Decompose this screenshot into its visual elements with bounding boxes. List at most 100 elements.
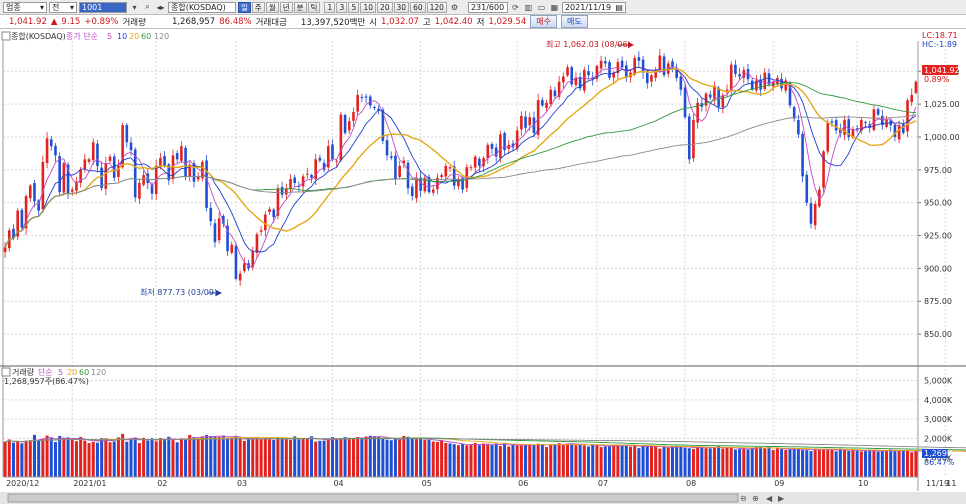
candle <box>763 68 767 92</box>
volume-bar <box>830 449 834 477</box>
volume-bar <box>398 439 402 477</box>
legend-checkbox-icon[interactable] <box>1 31 11 41</box>
period-tab-4[interactable]: 분 <box>293 1 307 13</box>
volume-bar <box>339 439 343 477</box>
minute-button-120[interactable]: 120 <box>426 1 447 13</box>
volume-bar <box>368 435 372 477</box>
settings-icon[interactable]: ⚙ <box>450 2 459 12</box>
candle <box>222 214 225 228</box>
minute-button-60[interactable]: 60 <box>410 1 426 13</box>
volume-bar <box>691 449 695 477</box>
volume-bar <box>377 436 381 477</box>
candle <box>20 208 24 231</box>
period-tab-0[interactable]: 일 <box>238 1 251 13</box>
buy-button[interactable]: 매수 <box>530 15 558 28</box>
volume-bar <box>893 450 897 477</box>
candle <box>125 122 129 148</box>
volume-tick-label: 5,000K <box>924 377 953 386</box>
price-change: 9.15 <box>61 16 81 27</box>
sell-button[interactable]: 매도 <box>561 15 588 28</box>
volume-legend-ma-label: 단순 <box>38 367 53 377</box>
type-select[interactable]: 전 ▾ <box>49 1 77 13</box>
volume-bar <box>662 447 666 477</box>
candle <box>91 138 95 165</box>
volume-bar <box>66 437 70 477</box>
volume-bar <box>16 441 20 477</box>
volume-bar <box>532 445 536 477</box>
volume-bar <box>612 444 616 477</box>
candle <box>280 181 284 198</box>
minute-button-10[interactable]: 10 <box>360 1 376 13</box>
period-tab-1[interactable]: 주 <box>251 1 265 13</box>
scrollbar-thumb[interactable] <box>7 493 739 503</box>
candle <box>641 55 645 79</box>
volume-bar <box>595 445 599 477</box>
volume-bar <box>763 448 767 477</box>
grid-icon[interactable]: ▦ <box>550 2 559 12</box>
volume-bar <box>343 437 347 477</box>
volume-bar <box>566 443 570 477</box>
search-icon[interactable]: ⌕ <box>145 2 150 11</box>
dropdown-icon[interactable]: ▾ <box>132 2 137 12</box>
price-volume-chart[interactable]: 850.00 875.00 900.00 925.00 950.00 975.00 1,00… <box>0 29 966 504</box>
candle <box>121 122 124 169</box>
volume-bar <box>557 443 561 477</box>
minute-button-20[interactable]: 20 <box>376 1 393 13</box>
price-tick-label: 950.00 <box>924 199 952 208</box>
arrow-right-icon <box>216 290 222 296</box>
candle <box>364 93 368 104</box>
x-tick-label: 02 <box>157 479 167 488</box>
volume-bar <box>708 448 712 477</box>
candle <box>755 75 758 93</box>
candle <box>66 162 70 200</box>
market-select[interactable]: 업종 ▾ <box>3 1 47 13</box>
legend-checkbox-icon[interactable] <box>1 367 11 377</box>
chart-type-icon[interactable]: ▥ <box>524 2 533 12</box>
volume-bar <box>645 446 649 477</box>
refresh-icon[interactable]: ⟳ <box>512 2 519 12</box>
volume-bar <box>851 449 855 477</box>
candle <box>305 167 309 179</box>
period-tab-3[interactable]: 년 <box>279 1 293 13</box>
high-annotation: 최고 1,062.03 (08/06) <box>546 39 634 49</box>
volume-bar <box>519 445 523 477</box>
price-ma-lines <box>4 65 917 268</box>
minute-button-30[interactable]: 30 <box>393 1 410 13</box>
volume-bar <box>620 445 624 477</box>
volume-bar <box>687 448 691 477</box>
zoom-in-icon[interactable]: ⊕ <box>752 494 759 503</box>
volume-bar <box>482 443 486 477</box>
scroll-left-icon[interactable]: ◀ <box>766 494 773 503</box>
candle <box>326 139 330 171</box>
volume-bar <box>37 440 41 477</box>
volume-bar <box>221 435 225 477</box>
chart-scrollbar[interactable]: ⊖ ⊕ ◀ ▶ <box>0 492 966 504</box>
price-tick-label: 975.00 <box>924 166 952 175</box>
x-tick-label: 09 <box>774 479 784 488</box>
zoom-out-icon[interactable]: ⊖ <box>740 494 747 503</box>
candle <box>834 117 838 135</box>
candle <box>675 63 678 82</box>
back-forward-icon[interactable]: ◂▸ <box>156 2 165 12</box>
minute-button-5[interactable]: 5 <box>348 1 360 13</box>
candle <box>356 89 359 116</box>
amount-label: 거래대금 <box>255 17 287 28</box>
scroll-right-icon[interactable]: ▶ <box>778 494 785 503</box>
volume-bar <box>498 446 502 477</box>
date-input[interactable]: 2021/11/19 ▤ <box>561 1 626 13</box>
minute-button-3[interactable]: 3 <box>336 1 348 13</box>
candle <box>687 113 691 164</box>
period-tab-5[interactable]: 틱 <box>307 1 321 13</box>
period-tab-2[interactable]: 월 <box>265 1 279 13</box>
minute-button-1[interactable]: 1 <box>324 1 336 13</box>
volume-bar <box>242 440 246 477</box>
candle <box>683 83 687 120</box>
copy-icon[interactable]: ▭ <box>537 2 546 12</box>
candle <box>444 163 448 182</box>
volume-bar <box>721 448 725 477</box>
volume-bar <box>314 441 318 477</box>
candle <box>75 177 78 195</box>
candle <box>813 200 817 230</box>
count-input[interactable]: 231/600 <box>467 1 508 13</box>
code-input[interactable]: 1001 <box>79 1 127 13</box>
